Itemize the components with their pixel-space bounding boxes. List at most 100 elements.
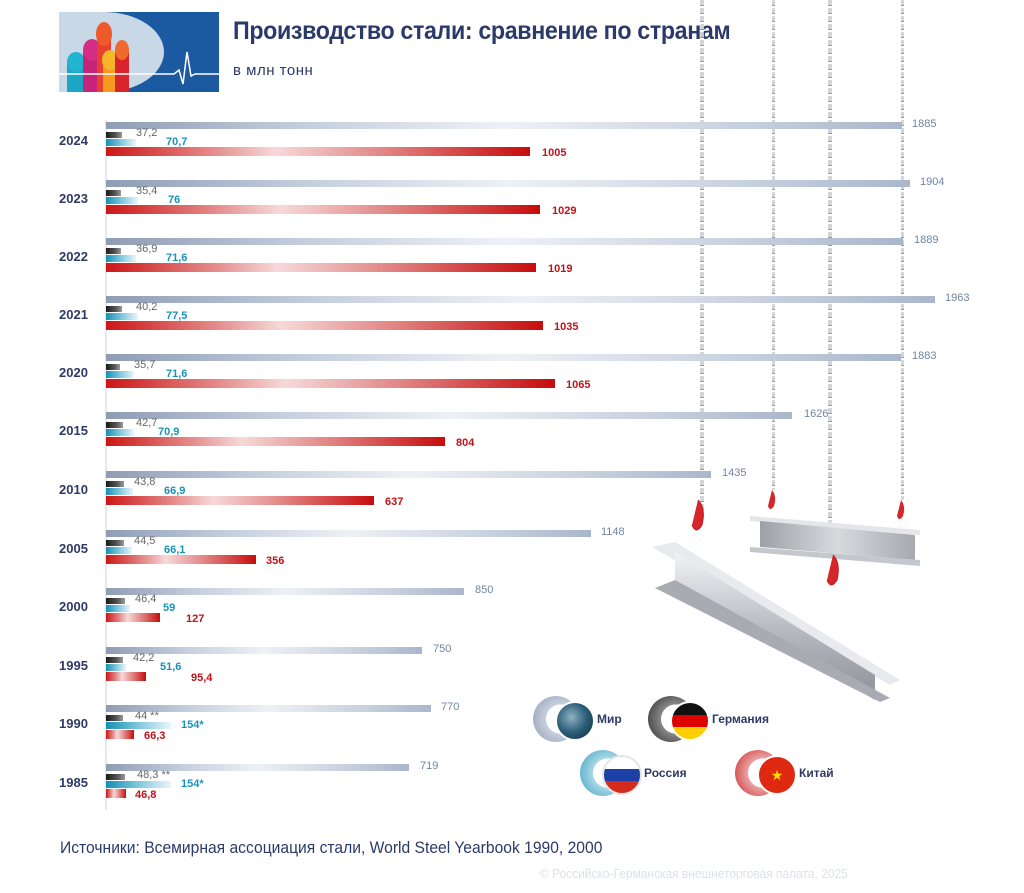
value-world: 770 <box>441 701 460 713</box>
bar-china <box>106 789 126 798</box>
value-world: 1626 <box>804 408 829 420</box>
chain-decoration <box>828 0 832 560</box>
chain-decoration <box>700 0 704 520</box>
bar-germany <box>106 132 122 138</box>
bar-china <box>106 379 555 388</box>
value-russia: 77,5 <box>166 310 188 322</box>
bar-russia <box>106 371 134 378</box>
value-germany: 46,4 <box>135 593 157 605</box>
value-world: 750 <box>433 643 452 655</box>
value-world: 850 <box>475 584 494 596</box>
chart-row-1995: 1995 750 42,2 51,6 95,4 <box>0 643 1024 697</box>
value-world: 1889 <box>914 234 939 246</box>
bar-world <box>106 471 711 478</box>
value-germany: 44,5 <box>134 535 156 547</box>
value-china: 1035 <box>554 321 579 333</box>
legend-item-china: ★ Китай <box>735 748 834 798</box>
bar-germany <box>106 540 124 546</box>
legend-item-russia: Россия <box>580 748 687 798</box>
bar-china <box>106 730 134 739</box>
bar-world <box>106 296 935 303</box>
bar-germany <box>106 190 121 196</box>
russia-flag-icon <box>580 748 642 798</box>
bar-china <box>106 496 374 505</box>
source-note: Источники: Всемирная ассоциация стали, W… <box>60 838 603 857</box>
germany-flag-icon <box>648 694 710 744</box>
value-russia: 70,7 <box>166 136 188 148</box>
value-germany: 35,7 <box>134 359 156 371</box>
year-label: 2015 <box>59 423 88 438</box>
chart-title: Производство стали: сравнение по странам <box>233 17 731 45</box>
year-label: 2022 <box>59 249 88 264</box>
chart-row-2015: 2015 1626 42,7 70,9 804 <box>0 408 1024 462</box>
value-world: 1435 <box>722 467 747 479</box>
bar-germany <box>106 774 125 780</box>
logo <box>59 12 219 92</box>
year-label: 1985 <box>59 775 88 790</box>
value-germany: 40,2 <box>136 301 158 313</box>
value-russia: 66,9 <box>164 485 186 497</box>
bar-russia <box>106 139 136 146</box>
bar-china <box>106 321 543 330</box>
bar-germany <box>106 422 123 428</box>
value-germany: 37,2 <box>136 127 158 139</box>
value-russia: 70,9 <box>158 426 180 438</box>
bar-world <box>106 122 902 129</box>
bar-germany <box>106 715 123 721</box>
bar-russia <box>106 488 133 495</box>
year-label: 1990 <box>59 716 88 731</box>
value-russia: 154* <box>181 778 204 790</box>
bar-germany <box>106 481 124 487</box>
bar-russia <box>106 722 171 729</box>
year-label: 2000 <box>59 599 88 614</box>
bar-germany <box>106 598 125 604</box>
bar-germany <box>106 364 120 370</box>
chart-row-2023: 2023 1904 35,4 76 1029 <box>0 176 1024 230</box>
value-world: 1963 <box>945 292 970 304</box>
y-axis-line <box>105 120 107 810</box>
value-russia: 71,6 <box>166 368 188 380</box>
china-flag-icon: ★ <box>735 748 797 798</box>
value-germany: 43,8 <box>134 476 156 488</box>
bar-russia <box>106 547 132 554</box>
chart-row-2020: 2020 1883 35,7 71,6 1065 <box>0 350 1024 404</box>
bar-russia <box>106 255 136 262</box>
bar-world <box>106 588 464 595</box>
bar-russia <box>106 313 138 320</box>
year-label: 2010 <box>59 482 88 497</box>
bar-germany <box>106 306 122 312</box>
year-label: 2005 <box>59 541 88 556</box>
copyright-note: © Российско-Германская внешнеторговая па… <box>540 866 848 881</box>
chart-row-2010: 2010 1435 43,8 66,9 637 <box>0 467 1024 521</box>
value-world: 1883 <box>912 350 937 362</box>
legend-item-world: Мир <box>533 694 622 744</box>
chart-row-1985: 1985 719 48,3 ** 154* 46,8 <box>0 760 1024 814</box>
value-russia: 71,6 <box>166 252 188 264</box>
bar-world <box>106 412 792 419</box>
value-china: 1029 <box>552 205 577 217</box>
bar-russia <box>106 197 138 204</box>
bar-germany <box>106 657 123 663</box>
value-china: 1019 <box>548 263 573 275</box>
value-germany: 48,3 ** <box>137 769 171 781</box>
bar-china <box>106 437 445 446</box>
year-label: 2020 <box>59 365 88 380</box>
chart-row-2024: 2024 1885 37,2 70,7 1005 <box>0 118 1024 172</box>
value-china: 804 <box>456 437 475 449</box>
bar-russia <box>106 781 171 788</box>
chain-decoration <box>772 0 775 490</box>
value-germany: 36,9 <box>136 243 158 255</box>
bar-world <box>106 764 409 771</box>
value-russia: 76 <box>168 194 181 206</box>
year-label: 1995 <box>59 658 88 673</box>
value-china: 66,3 <box>144 730 166 742</box>
chart-subtitle: в млн тонн <box>233 62 314 79</box>
legend-label-world: Мир <box>597 712 622 726</box>
legend-item-germany: Германия <box>648 694 769 744</box>
bar-china <box>106 263 536 272</box>
value-germany: 42,7 <box>136 417 158 429</box>
chart-row-2021: 2021 1963 40,2 77,5 1035 <box>0 292 1024 346</box>
year-label: 2024 <box>59 133 88 148</box>
value-russia: 66,1 <box>164 544 186 556</box>
value-china: 127 <box>186 613 205 625</box>
